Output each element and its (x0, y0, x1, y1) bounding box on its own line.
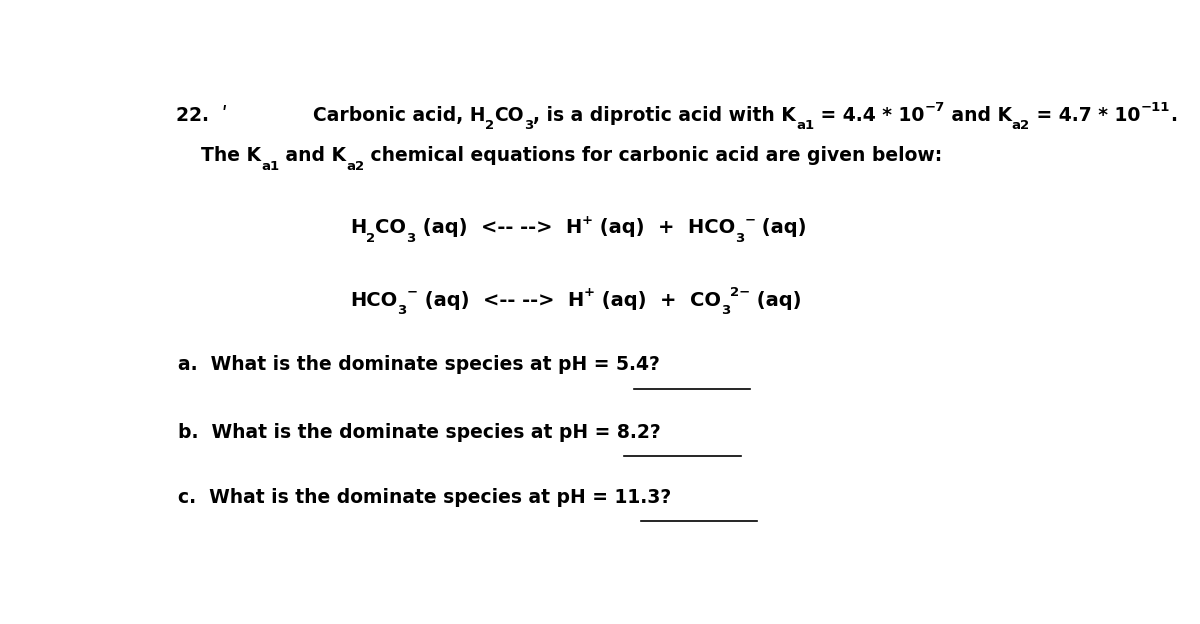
Text: 22.  ʹ: 22. ʹ (176, 105, 228, 125)
Text: Carbonic acid, H: Carbonic acid, H (313, 105, 485, 125)
Text: a2: a2 (347, 160, 365, 173)
Text: −11: −11 (1140, 101, 1170, 114)
Text: CO: CO (376, 218, 407, 238)
Text: CO: CO (494, 105, 524, 125)
Text: HCO: HCO (350, 291, 397, 310)
Text: b.  What is the dominate species at pH = 8.2?: b. What is the dominate species at pH = … (178, 422, 661, 442)
Text: (aq): (aq) (756, 218, 806, 238)
Text: a1: a1 (796, 119, 814, 132)
Text: = 4.4 * 10: = 4.4 * 10 (814, 105, 924, 125)
Text: (aq)  +  CO: (aq) + CO (595, 291, 721, 310)
Text: −7: −7 (924, 101, 944, 114)
Text: (aq)  <-- -->  H: (aq) <-- --> H (415, 218, 582, 238)
Text: , is a diprotic acid with K: , is a diprotic acid with K (533, 105, 796, 125)
Text: a1: a1 (262, 160, 280, 173)
Text: and K: and K (280, 147, 347, 165)
Text: 3: 3 (736, 232, 744, 245)
Text: The K: The K (202, 147, 262, 165)
Text: −: − (407, 286, 418, 299)
Text: 3: 3 (397, 304, 407, 317)
Text: a2: a2 (1012, 119, 1030, 132)
Text: 3: 3 (407, 232, 415, 245)
Text: (aq)  <-- -->  H: (aq) <-- --> H (418, 291, 584, 310)
Text: 2−: 2− (730, 286, 750, 299)
Text: chemical equations for carbonic acid are given below:: chemical equations for carbonic acid are… (365, 147, 943, 165)
Text: c.  What is the dominate species at pH = 11.3?: c. What is the dominate species at pH = … (178, 487, 671, 507)
Text: +: + (584, 286, 595, 299)
Text: 3: 3 (721, 304, 730, 317)
Text: .: . (1170, 105, 1177, 125)
Text: (aq)  +  HCO: (aq) + HCO (593, 218, 736, 238)
Text: H: H (350, 218, 366, 238)
Text: 2: 2 (366, 232, 376, 245)
Text: = 4.7 * 10: = 4.7 * 10 (1030, 105, 1140, 125)
Text: 2: 2 (485, 119, 494, 132)
Text: a.  What is the dominate species at pH = 5.4?: a. What is the dominate species at pH = … (178, 356, 660, 374)
Text: −: − (744, 214, 756, 227)
Text: and K: and K (944, 105, 1012, 125)
Text: (aq): (aq) (750, 291, 802, 310)
Text: +: + (582, 214, 593, 227)
Text: 3: 3 (524, 119, 533, 132)
